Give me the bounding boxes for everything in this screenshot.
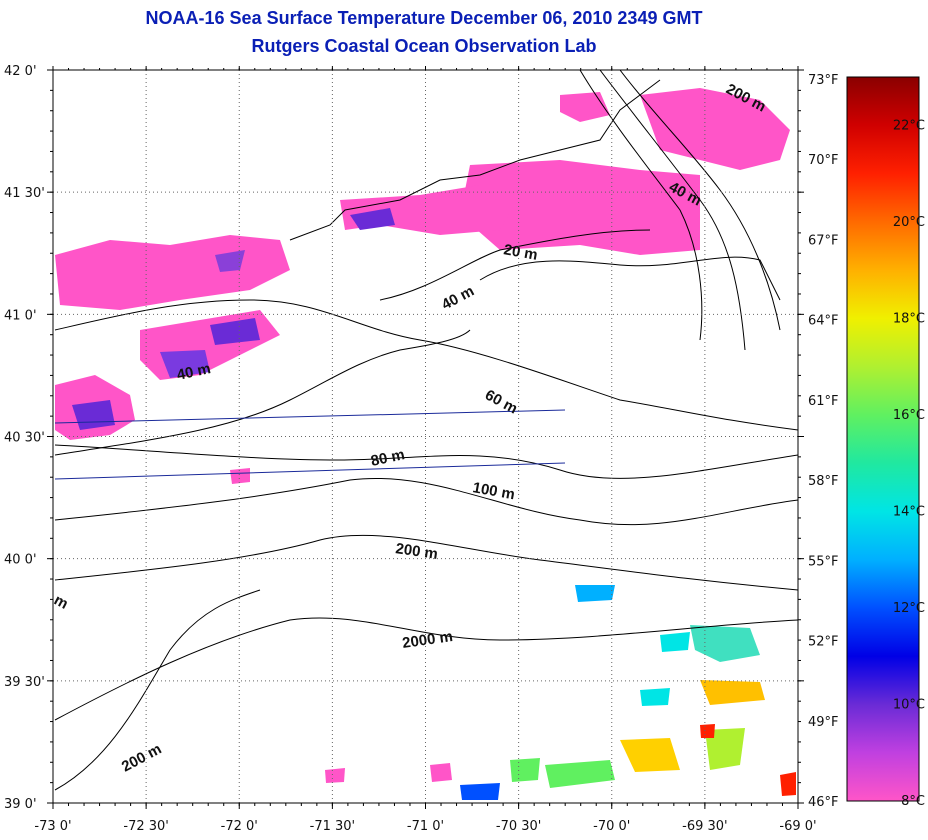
sst-patch (325, 768, 345, 783)
lat-tick-label: 40 0' (4, 553, 37, 568)
fahrenheit-label: 70°F (808, 153, 839, 168)
sst-patch (690, 625, 760, 662)
sst-patch (620, 738, 680, 772)
celsius-label: 10°C (893, 697, 925, 712)
isobath-canyon (599, 70, 746, 351)
lat-tick-label: 42 0' (4, 64, 37, 79)
sst-patch (230, 468, 250, 484)
depth-label: 200 m (394, 540, 438, 563)
lon-tick-label: -72 0' (221, 819, 258, 834)
sst-patch (780, 772, 796, 796)
isobath-canyon (619, 70, 781, 331)
lon-tick-label: -69 0' (779, 819, 816, 834)
frame-ticks (47, 66, 804, 809)
transect-line (54, 409, 566, 424)
lon-tick-label: -69 30' (682, 819, 727, 834)
transects (54, 409, 566, 480)
isobath-200-south (54, 589, 261, 791)
graticule (53, 70, 798, 803)
fahrenheit-label: 61°F (808, 394, 839, 409)
depth-label: m (51, 592, 71, 613)
celsius-label: 18°C (893, 311, 925, 326)
lon-tick-label: -72 30' (123, 819, 168, 834)
celsius-label: 20°C (893, 215, 925, 230)
lat-tick-label: 39 30' (4, 675, 45, 690)
depth-label: 60 m (482, 387, 520, 418)
sst-patch (460, 160, 700, 255)
celsius-label: 12°C (893, 601, 925, 616)
map-title: NOAA-16 Sea Surface Temperature December… (145, 8, 703, 28)
fahrenheit-label: 52°F (808, 635, 839, 650)
fahrenheit-label: 49°F (808, 715, 839, 730)
isobath-20 (479, 256, 781, 301)
lon-tick-label: -73 0' (34, 819, 71, 834)
isobath-200 (54, 534, 798, 591)
celsius-label: 14°C (893, 504, 925, 519)
fahrenheit-label: 73°F (808, 73, 839, 88)
sst-patch (700, 680, 765, 705)
lon-tick-label: -71 0' (407, 819, 444, 834)
isobath-80 (54, 444, 798, 479)
depth-label: 40 m (439, 282, 477, 313)
isobath-2000 (54, 617, 798, 721)
coastline (54, 329, 471, 456)
longitude-labels: -73 0' -72 30' -72 0' -71 30' -71 0' -70 30' -… (34, 819, 816, 834)
lat-tick-label: 39 0' (4, 797, 37, 812)
lat-tick-label: 41 0' (4, 308, 37, 323)
sst-patch (160, 350, 210, 378)
coastline (289, 79, 661, 241)
fahrenheit-label: 55°F (808, 554, 839, 569)
lon-tick-label: -71 30' (310, 819, 355, 834)
fahrenheit-labels: 73°F 70°F 67°F 64°F 61°F 58°F 55°F 52°F 49°F 46°F (808, 73, 839, 810)
sst-patch (560, 92, 610, 122)
isobath-40 (379, 229, 651, 301)
lat-tick-label: 40 30' (4, 431, 45, 446)
fahrenheit-label: 64°F (808, 314, 839, 329)
celsius-label: 16°C (893, 408, 925, 423)
sst-patch (510, 758, 540, 782)
isobath-60 (54, 299, 798, 431)
celsius-labels: 22°C 20°C 18°C 16°C 14°C 12°C 10°C 8°C (893, 118, 925, 809)
isobath-100 (54, 477, 798, 526)
celsius-label: 22°C (893, 118, 925, 133)
sst-patches (55, 88, 796, 800)
sst-patch (700, 724, 715, 738)
depth-label: 2000 m (401, 628, 454, 652)
lat-tick-label: 41 30' (4, 186, 45, 201)
depth-label: 20 m (502, 241, 539, 264)
lon-tick-label: -70 0' (593, 819, 630, 834)
sst-patch (705, 728, 745, 770)
colorbar-ramp (846, 76, 920, 802)
fahrenheit-label: 46°F (808, 795, 839, 810)
sst-patch (430, 763, 452, 782)
depth-label: 40 m (175, 360, 212, 384)
lon-tick-label: -70 30' (496, 819, 541, 834)
sst-patch (640, 88, 790, 170)
depth-label: 80 m (369, 446, 406, 470)
latitude-labels: 39 0' 39 30' 40 0' 40 30' 41 0' 41 30' 42 0' (4, 64, 45, 812)
fahrenheit-label: 58°F (808, 474, 839, 489)
sst-patch (350, 208, 395, 230)
sst-patch (210, 318, 260, 345)
map-subtitle: Rutgers Coastal Ocean Observation Lab (251, 36, 597, 56)
transect-line (54, 462, 566, 480)
colorbar (846, 76, 920, 802)
sst-patch (660, 632, 690, 652)
depth-label: 100 m (471, 479, 516, 503)
sst-patch (460, 783, 500, 800)
isobaths (54, 70, 798, 791)
depth-label: 200 m (119, 741, 165, 776)
fahrenheit-label: 67°F (808, 233, 839, 248)
sst-patch (215, 250, 245, 272)
sst-patch (55, 235, 290, 310)
celsius-label: 8°C (901, 794, 925, 809)
isobath-canyon (579, 70, 703, 341)
sst-patch (545, 760, 615, 788)
sst-patch (640, 688, 670, 706)
sst-patch (575, 585, 615, 602)
